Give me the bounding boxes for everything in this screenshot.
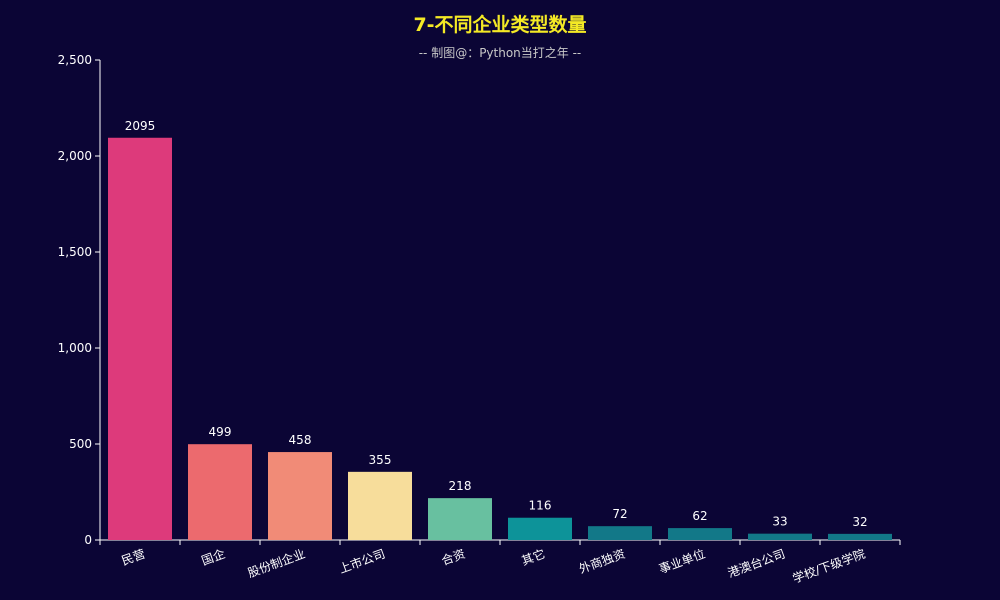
bar-value-label: 32 (852, 515, 867, 529)
bar[interactable] (348, 471, 412, 540)
bar[interactable] (268, 452, 332, 540)
x-category-label: 民营 (120, 547, 147, 568)
bar[interactable] (188, 444, 252, 540)
x-category-label: 上市公司 (337, 546, 387, 577)
x-category-label: 其它 (519, 546, 547, 568)
bar-value-label: 72 (612, 507, 627, 521)
bar-value-label: 33 (772, 515, 787, 529)
bar-value-label: 458 (289, 433, 312, 447)
bar[interactable] (508, 517, 572, 540)
y-tick-label: 2,500 (58, 53, 92, 67)
y-tick-label: 500 (69, 437, 92, 451)
bar-value-label: 499 (209, 425, 232, 439)
bar[interactable] (588, 526, 652, 540)
bar[interactable] (668, 528, 732, 540)
x-category-label: 事业单位 (657, 546, 707, 577)
bar-value-label: 355 (369, 453, 392, 467)
bar-value-label: 2095 (125, 119, 156, 133)
y-tick-label: 0 (84, 533, 92, 547)
bar-value-label: 116 (529, 499, 552, 513)
bar[interactable] (108, 137, 172, 540)
bar-value-label: 218 (449, 479, 472, 493)
bar[interactable] (428, 498, 492, 540)
bar[interactable] (748, 533, 812, 540)
y-tick-label: 1,500 (58, 245, 92, 259)
chart-subtitle: -- 制图@：Python当打之年 -- (418, 46, 582, 60)
y-tick-label: 2,000 (58, 149, 92, 163)
x-category-label: 合资 (439, 546, 467, 568)
bar-value-label: 62 (692, 509, 707, 523)
x-category-label: 外商独资 (577, 546, 627, 577)
bar[interactable] (828, 533, 892, 540)
y-tick-label: 1,000 (58, 341, 92, 355)
x-category-label: 港澳台公司 (725, 546, 787, 581)
chart-title: 7-不同企业类型数量 (413, 14, 587, 36)
x-category-label: 学校/下级学院 (790, 546, 867, 586)
x-category-label: 股份制企业 (245, 546, 307, 581)
x-category-label: 国企 (199, 546, 227, 568)
